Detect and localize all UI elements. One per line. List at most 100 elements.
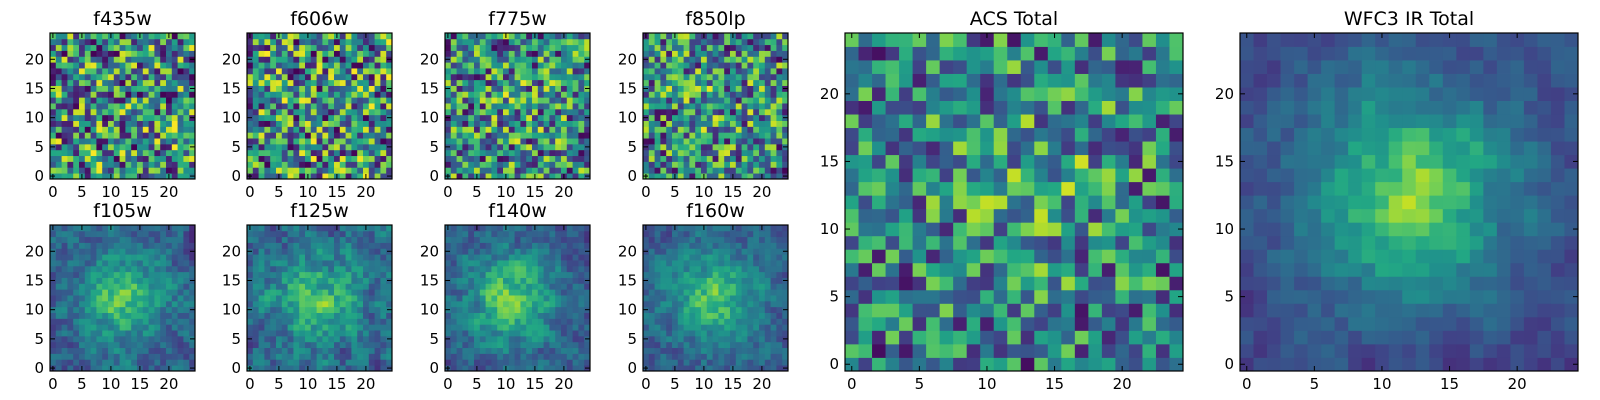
heatmap-cell [555, 149, 562, 157]
heatmap-cell [450, 230, 457, 238]
heatmap-cell [305, 335, 312, 343]
heatmap-cell [520, 318, 527, 325]
heatmap-cell [514, 68, 521, 75]
heatmap-cell [537, 359, 544, 366]
heatmap-cell [61, 236, 68, 243]
heatmap-cell [189, 120, 196, 127]
heatmap-cell [497, 138, 504, 145]
y-tick-label: 10 [222, 301, 241, 319]
heatmap-cell [764, 161, 771, 168]
heatmap-cell [543, 306, 550, 313]
heatmap-cell [474, 353, 481, 360]
heatmap-cell [730, 120, 737, 127]
heatmap-cell [532, 254, 539, 261]
heatmap-cell [339, 103, 346, 110]
heatmap-cell [747, 114, 754, 121]
heatmap-cell [316, 324, 323, 331]
heatmap-cell [252, 295, 259, 302]
heatmap-cell [258, 132, 265, 139]
heatmap-cell [113, 359, 120, 366]
heatmap-cell [462, 126, 469, 133]
heatmap-cell [503, 143, 510, 151]
heatmap-cell [584, 44, 591, 51]
heatmap-cell [137, 236, 144, 243]
heatmap-cell [67, 260, 74, 267]
heatmap-cell [706, 161, 713, 168]
heatmap-cell [561, 353, 568, 360]
heatmap-cell [339, 68, 346, 75]
heatmap-cell [270, 103, 277, 110]
heatmap-cell [450, 306, 457, 313]
heatmap-cell [102, 38, 109, 46]
heatmap-cell [316, 353, 323, 360]
heatmap-cell [701, 330, 708, 337]
heatmap-cell [84, 359, 91, 366]
heatmap-cell [526, 353, 533, 360]
heatmap-cell [701, 38, 708, 46]
heatmap-cell [660, 306, 667, 313]
heatmap-cell [462, 242, 469, 249]
heatmap-cell [503, 347, 510, 354]
heatmap-cell [689, 114, 696, 121]
heatmap-cell [479, 103, 486, 110]
heatmap-cell [102, 33, 109, 40]
heatmap-cell [578, 97, 585, 104]
heatmap-cell [689, 330, 696, 337]
heatmap-cell [131, 38, 138, 46]
heatmap-cell [508, 225, 515, 232]
heatmap-cell [462, 248, 469, 255]
heatmap-cell [339, 167, 346, 174]
heatmap-cell [380, 324, 387, 331]
heatmap-cell [345, 236, 352, 243]
heatmap-cell [113, 44, 120, 51]
heatmap-cell [316, 114, 323, 121]
heatmap-cell [137, 132, 144, 139]
heatmap-cell [730, 132, 737, 139]
heatmap-cell [514, 79, 521, 86]
y-tick-label: 10 [420, 109, 439, 127]
heatmap-cell [776, 126, 783, 133]
heatmap-cell [450, 120, 457, 127]
heatmap-cell [648, 155, 655, 162]
heatmap-cell [310, 359, 317, 366]
heatmap-f435w [50, 33, 196, 180]
heatmap-cell [380, 277, 387, 284]
heatmap-cell [281, 289, 288, 296]
heatmap-cell [648, 85, 655, 92]
heatmap-cell [514, 289, 521, 296]
heatmap-cell [357, 38, 364, 46]
heatmap-cell [84, 108, 91, 116]
heatmap-cell [328, 126, 335, 133]
heatmap-cell [770, 62, 777, 69]
heatmap-cell [368, 248, 375, 255]
heatmap-cell [316, 330, 323, 337]
heatmap-cell [566, 73, 573, 81]
heatmap-cell [258, 173, 265, 180]
heatmap-cell [166, 50, 173, 57]
heatmap-cell [50, 230, 57, 238]
heatmap-cell [561, 271, 568, 278]
heatmap-cell [776, 289, 783, 296]
heatmap-cell [508, 242, 515, 249]
heatmap-cell [368, 265, 375, 273]
heatmap-cell [468, 335, 475, 343]
heatmap-cell [125, 91, 132, 98]
heatmap-cell [456, 38, 463, 46]
heatmap-cell [701, 347, 708, 354]
heatmap-cell [555, 62, 562, 69]
heatmap-cell [177, 312, 184, 319]
heatmap-cell [183, 85, 190, 92]
heatmap-cell [305, 359, 312, 366]
heatmap-cell [572, 230, 579, 238]
heatmap-cell [549, 167, 556, 174]
heatmap-cell [450, 173, 457, 180]
heatmap-cell [759, 85, 766, 92]
heatmap-cell [160, 248, 167, 255]
heatmap-cell [305, 277, 312, 284]
heatmap-cell [456, 44, 463, 51]
heatmap-cell [119, 312, 126, 319]
heatmap-cell [706, 50, 713, 57]
heatmap-cell [654, 173, 661, 180]
